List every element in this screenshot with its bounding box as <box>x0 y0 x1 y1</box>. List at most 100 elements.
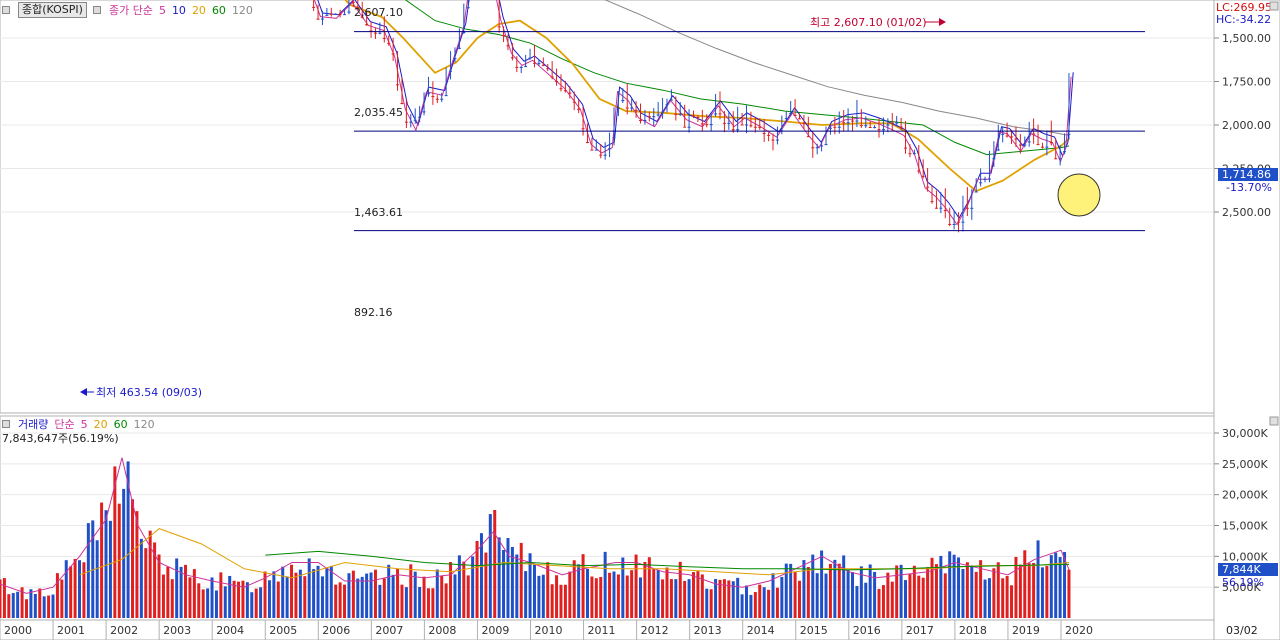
volume-bar <box>731 581 735 618</box>
candle-body <box>382 37 386 39</box>
candle-body <box>462 32 466 34</box>
candle-body <box>683 126 687 128</box>
panel-toggle-button[interactable] <box>1269 416 1279 426</box>
volume-bar <box>237 581 241 618</box>
candle-body <box>775 139 779 141</box>
candle-body <box>678 113 682 115</box>
volume-bar <box>890 581 894 618</box>
candle-body <box>515 66 519 68</box>
symbol-label[interactable]: 종합(KOSPI) <box>18 2 87 18</box>
volume-bar <box>828 563 832 618</box>
candle-body <box>705 124 709 126</box>
volume-bar <box>683 580 687 618</box>
scroll-up-button[interactable] <box>1269 1 1279 11</box>
level-label-2035: 2,035.45 <box>354 106 403 119</box>
volume-bar <box>365 573 369 618</box>
candle-body <box>745 124 749 126</box>
volume-ma5-line <box>0 457 1070 594</box>
candle-body <box>899 126 903 128</box>
candle-body <box>334 13 338 15</box>
volume-bar <box>475 540 479 618</box>
candle-body <box>391 53 395 55</box>
x-axis-label: 2008 <box>428 624 456 637</box>
volume-bar <box>784 563 788 618</box>
candle-body <box>457 47 461 49</box>
legend-square-icon <box>92 6 101 14</box>
volume-bar <box>590 576 594 618</box>
volume-bar <box>886 572 890 618</box>
menu-square-icon[interactable] <box>2 6 10 14</box>
volume-bar <box>263 571 267 618</box>
candle-body <box>312 6 316 8</box>
candle-body <box>550 76 554 78</box>
volume-bar <box>259 587 263 618</box>
candle-body <box>669 99 673 101</box>
volume-bar <box>78 560 82 618</box>
candle-body <box>802 123 806 125</box>
hc-label: HC:-34.22 <box>1216 13 1271 26</box>
candle-body <box>510 57 514 59</box>
candle-body <box>594 149 598 151</box>
volume-bar <box>630 570 634 618</box>
volume-bar <box>1032 563 1036 618</box>
volume-bar <box>444 583 448 618</box>
volume-bar <box>7 594 11 618</box>
candle-body <box>532 62 536 64</box>
volume-bar <box>457 555 461 618</box>
volume-bar <box>687 579 691 618</box>
volume-bar <box>254 588 258 618</box>
volume-bar <box>855 586 859 618</box>
x-axis-label: 2013 <box>694 624 722 637</box>
volume-bar <box>709 589 713 618</box>
candle-body <box>771 139 775 141</box>
volume-bar <box>228 575 232 618</box>
volume-bar <box>722 579 726 618</box>
volume-bar <box>320 576 324 618</box>
volume-bar <box>47 595 51 618</box>
volume-bar <box>462 561 466 618</box>
candle-body <box>590 149 594 151</box>
volume-bar <box>60 579 64 618</box>
volume-bar <box>290 564 294 618</box>
volume-bar <box>837 563 841 618</box>
date-label: 03/02 <box>1226 624 1258 637</box>
volume-bar <box>1054 552 1058 618</box>
volume-bar <box>1036 540 1040 618</box>
volume-bar <box>391 574 395 618</box>
candle-body <box>930 201 934 203</box>
candle-body <box>1045 146 1049 148</box>
volume-bar <box>1067 569 1071 618</box>
volume-bar <box>131 499 135 618</box>
volume-bar <box>789 563 793 618</box>
volume-bar <box>161 574 165 618</box>
x-axis-label: 2017 <box>906 624 934 637</box>
candle-body <box>316 18 320 20</box>
candle-body <box>1049 142 1053 144</box>
volume-bar <box>621 557 625 618</box>
volume-axis-label: 20,000K <box>1222 489 1268 502</box>
volume-bar <box>148 530 152 618</box>
volume-bar <box>179 566 183 618</box>
volume-bar <box>214 590 218 618</box>
candle-body <box>435 98 439 100</box>
volume-bar <box>767 589 771 618</box>
x-axis-label: 2018 <box>959 624 987 637</box>
volume-bar <box>206 588 210 618</box>
volume-bar <box>652 568 656 618</box>
candle-body <box>921 175 925 177</box>
volume-bar <box>643 561 647 618</box>
candle-body <box>638 119 642 121</box>
candle-body <box>528 57 532 59</box>
volume-bar <box>749 594 753 618</box>
volume-bar <box>241 580 245 618</box>
candle-body <box>789 113 793 115</box>
x-axis-label: 2004 <box>216 624 244 637</box>
volume-bar <box>568 571 572 618</box>
candle-body <box>1058 158 1062 160</box>
volume-current-text: 7,843,647주(56.19%) <box>2 432 119 445</box>
candle-body <box>1014 138 1018 140</box>
volume-bar <box>1023 550 1027 618</box>
candle-body <box>387 42 391 44</box>
volume-ma-label: 단순 <box>54 418 75 431</box>
candle-body <box>1063 151 1067 153</box>
